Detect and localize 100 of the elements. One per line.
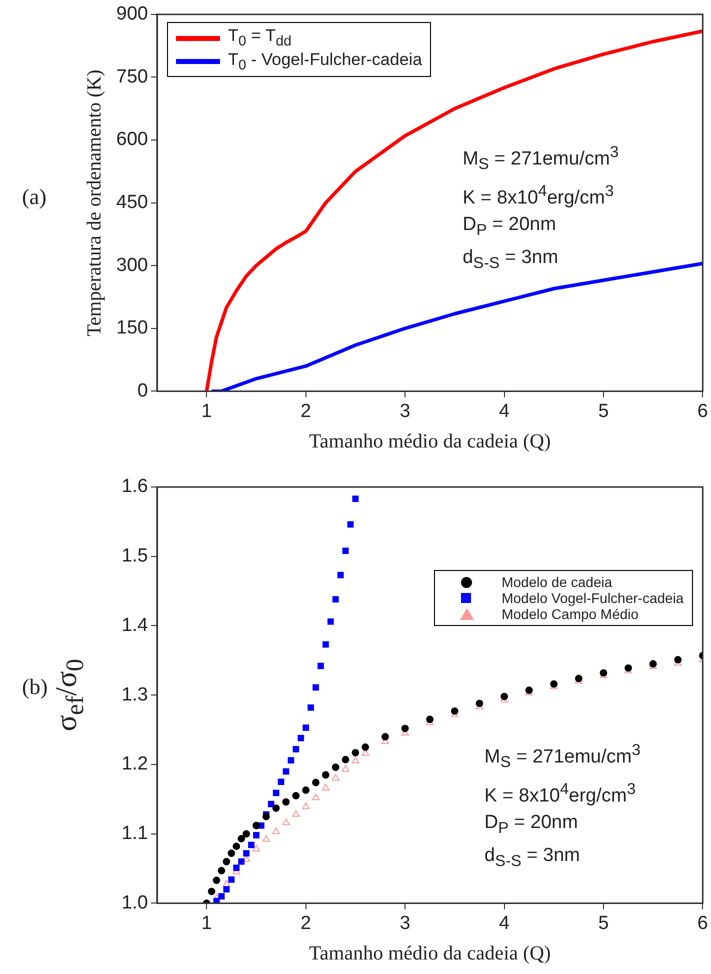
point bbox=[312, 778, 320, 786]
point bbox=[253, 832, 260, 838]
point bbox=[288, 757, 294, 764]
point bbox=[252, 844, 260, 852]
point bbox=[243, 850, 250, 856]
x-tick-label: 4 bbox=[498, 400, 510, 422]
annotation: K = 8x10$^{4}$erg/cm$^{3}$ bbox=[484, 780, 637, 808]
point bbox=[302, 724, 310, 731]
point bbox=[222, 880, 230, 887]
legend-label: Modelo de cadeia bbox=[502, 574, 612, 590]
y-tick-label: 0 bbox=[137, 380, 148, 402]
y-tick-label: 750 bbox=[116, 66, 148, 88]
point bbox=[347, 521, 354, 528]
point bbox=[332, 774, 340, 781]
point bbox=[476, 700, 484, 708]
y-tick-label: 1.0 bbox=[122, 892, 148, 914]
point bbox=[223, 886, 230, 893]
x-tick-label: 5 bbox=[598, 400, 609, 422]
x-tick-label: 5 bbox=[598, 912, 609, 934]
annotation: D$_{P}$ = 20nm bbox=[462, 213, 558, 241]
point bbox=[426, 716, 434, 724]
point bbox=[302, 802, 310, 810]
point bbox=[252, 822, 260, 830]
annotation: M$_{S}$ = 271emu/cm$^{3}$ bbox=[462, 142, 619, 175]
y-tick-label: 1.2 bbox=[122, 754, 148, 775]
y-tick-label: 300 bbox=[116, 254, 148, 276]
point bbox=[342, 765, 350, 772]
legend-label: T$_{0}$ = T$_{dd}$ bbox=[228, 26, 292, 50]
point bbox=[308, 704, 314, 711]
annotation: d$_{S-S}$ = 3nm bbox=[484, 844, 582, 872]
legend-label: Modelo Vogel-Fulcher-cadeia bbox=[502, 590, 684, 606]
point bbox=[208, 888, 216, 896]
y-tick-label: 450 bbox=[116, 192, 148, 214]
point bbox=[228, 876, 235, 883]
point bbox=[238, 858, 245, 865]
x-tick-label: 3 bbox=[400, 912, 410, 934]
x-tick-label: 6 bbox=[697, 400, 708, 422]
point bbox=[322, 641, 329, 648]
point bbox=[222, 858, 230, 866]
point bbox=[674, 656, 682, 664]
point bbox=[342, 756, 350, 764]
point bbox=[268, 800, 274, 808]
point bbox=[278, 778, 284, 785]
x-tick-label: 4 bbox=[498, 912, 510, 934]
x-tick-label: 2 bbox=[300, 400, 312, 422]
point bbox=[362, 743, 370, 751]
point bbox=[233, 864, 240, 872]
point bbox=[218, 893, 225, 900]
annotation: M$_{S}$ = 271emu/cm$^{3}$ bbox=[484, 740, 641, 773]
point bbox=[282, 768, 290, 775]
point bbox=[282, 798, 290, 806]
point bbox=[332, 764, 340, 771]
x-tick-label: 3 bbox=[400, 400, 410, 422]
y-tick-label: 900 bbox=[116, 4, 148, 25]
annotation: K = 8x10$^{4}$erg/cm$^{3}$ bbox=[462, 182, 615, 210]
point bbox=[292, 792, 300, 800]
point bbox=[337, 572, 344, 578]
y-tick-label: 1.5 bbox=[122, 546, 148, 567]
y-tick-label: 1.6 bbox=[122, 476, 148, 498]
point bbox=[322, 784, 330, 790]
x-tick-label: 1 bbox=[201, 400, 212, 422]
point bbox=[262, 812, 270, 820]
point bbox=[332, 596, 339, 603]
y-tick-label: 150 bbox=[116, 318, 148, 339]
point bbox=[228, 850, 236, 857]
x-axis-title: Tamanho médio da cadeia (Q) bbox=[308, 430, 551, 452]
point bbox=[352, 496, 359, 502]
point bbox=[282, 818, 290, 826]
point bbox=[292, 810, 300, 817]
y-axis-title: Temperatura de ordenamento (K) bbox=[84, 69, 106, 336]
point bbox=[272, 790, 280, 796]
point bbox=[298, 734, 304, 742]
annotation: d$_{S-S}$ = 3nm bbox=[462, 246, 560, 274]
point bbox=[312, 684, 319, 691]
y-tick-label: 600 bbox=[116, 129, 148, 150]
point bbox=[262, 835, 270, 842]
point bbox=[272, 827, 280, 834]
x-tick-label: 2 bbox=[300, 912, 312, 934]
legend-label: Modelo Campo Médio bbox=[502, 606, 639, 622]
point bbox=[327, 618, 334, 625]
point bbox=[401, 724, 409, 732]
point bbox=[302, 786, 310, 794]
point bbox=[218, 866, 226, 874]
point bbox=[312, 793, 320, 800]
y-tick-label: 1.4 bbox=[122, 614, 148, 636]
point bbox=[352, 756, 360, 764]
point bbox=[318, 662, 324, 670]
text: (b) bbox=[22, 674, 48, 700]
point bbox=[500, 692, 508, 700]
point bbox=[352, 748, 360, 756]
y-tick-label: 1.1 bbox=[122, 823, 148, 844]
point bbox=[272, 804, 280, 812]
point bbox=[242, 830, 250, 838]
point bbox=[212, 876, 220, 884]
point bbox=[238, 834, 246, 842]
point bbox=[248, 842, 254, 848]
x-tick-label: 6 bbox=[697, 912, 708, 934]
point bbox=[450, 707, 458, 715]
x-axis-title: Tamanho médio da cadeia (Q) bbox=[308, 942, 551, 964]
text: (a) bbox=[22, 184, 46, 210]
